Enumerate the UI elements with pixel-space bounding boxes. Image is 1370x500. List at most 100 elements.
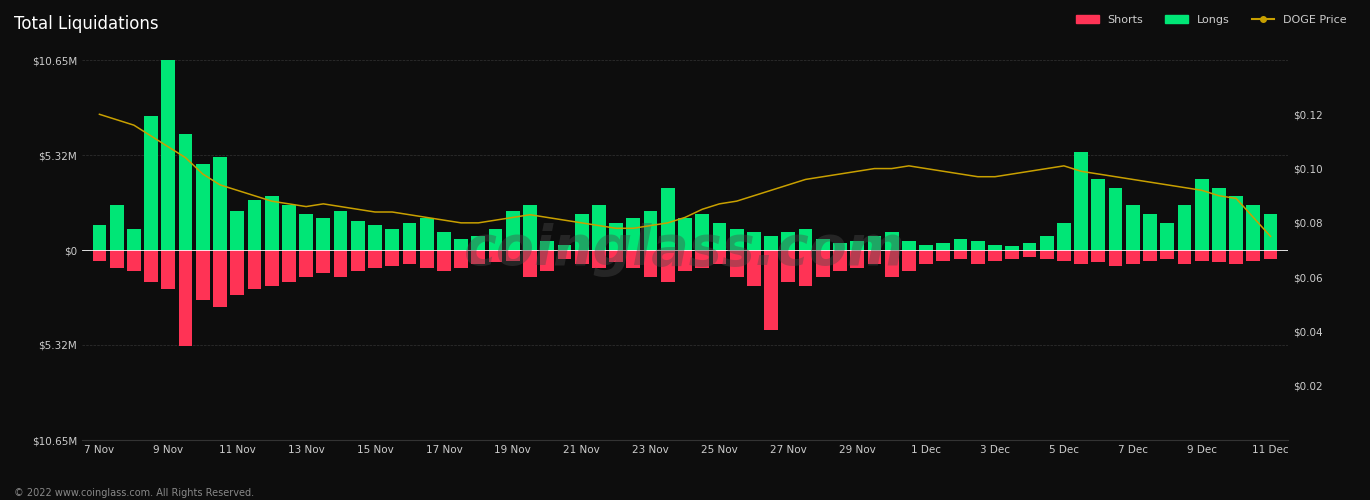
- Bar: [730, 228, 744, 250]
- Bar: [817, 250, 830, 277]
- Bar: [144, 250, 158, 282]
- Bar: [316, 250, 330, 273]
- Bar: [264, 196, 278, 250]
- Bar: [781, 250, 795, 282]
- Bar: [214, 157, 227, 250]
- Bar: [592, 250, 606, 268]
- Bar: [644, 250, 658, 277]
- Bar: [644, 211, 658, 250]
- Bar: [851, 241, 864, 250]
- Bar: [919, 244, 933, 250]
- Bar: [93, 225, 107, 250]
- Bar: [901, 241, 915, 250]
- Bar: [419, 218, 433, 250]
- Bar: [1108, 250, 1122, 266]
- Legend: Shorts, Longs, DOGE Price: Shorts, Longs, DOGE Price: [1071, 10, 1351, 29]
- Bar: [851, 250, 864, 268]
- Bar: [248, 250, 262, 289]
- Bar: [660, 250, 674, 282]
- Bar: [1058, 223, 1071, 250]
- Bar: [162, 60, 175, 250]
- Bar: [1178, 250, 1192, 264]
- Bar: [489, 250, 503, 262]
- Bar: [678, 250, 692, 272]
- Bar: [1212, 188, 1226, 250]
- Bar: [419, 250, 433, 268]
- Bar: [678, 218, 692, 250]
- Bar: [196, 164, 210, 250]
- Bar: [764, 236, 778, 250]
- Bar: [471, 250, 485, 264]
- Bar: [230, 250, 244, 294]
- Bar: [937, 243, 951, 250]
- Bar: [1092, 178, 1106, 250]
- Bar: [437, 250, 451, 272]
- Bar: [1006, 246, 1019, 250]
- Bar: [747, 232, 760, 250]
- Bar: [817, 240, 830, 250]
- Bar: [558, 244, 571, 250]
- Bar: [471, 236, 485, 250]
- Bar: [316, 218, 330, 250]
- Bar: [867, 250, 881, 264]
- Bar: [1143, 250, 1156, 260]
- Bar: [540, 241, 553, 250]
- Bar: [1058, 250, 1071, 260]
- Bar: [954, 240, 967, 250]
- Bar: [1229, 250, 1243, 264]
- Bar: [833, 250, 847, 272]
- Bar: [369, 250, 382, 268]
- Bar: [575, 214, 589, 250]
- Bar: [1247, 250, 1260, 260]
- Bar: [230, 211, 244, 250]
- Bar: [351, 222, 364, 250]
- Text: coinglass.com: coinglass.com: [464, 223, 906, 277]
- Bar: [937, 250, 951, 260]
- Bar: [1126, 206, 1140, 250]
- Bar: [1022, 250, 1036, 257]
- Bar: [334, 211, 348, 250]
- Bar: [162, 250, 175, 289]
- Bar: [592, 206, 606, 250]
- Bar: [506, 211, 519, 250]
- Bar: [1247, 206, 1260, 250]
- Bar: [214, 250, 227, 307]
- Bar: [988, 244, 1001, 250]
- Bar: [1160, 223, 1174, 250]
- Text: © 2022 www.coinglass.com. All Rights Reserved.: © 2022 www.coinglass.com. All Rights Res…: [14, 488, 253, 498]
- Bar: [1126, 250, 1140, 264]
- Bar: [385, 228, 399, 250]
- Bar: [919, 250, 933, 264]
- Bar: [1195, 250, 1208, 260]
- Bar: [437, 232, 451, 250]
- Text: Total Liquidations: Total Liquidations: [14, 15, 159, 33]
- Bar: [610, 250, 623, 262]
- Bar: [712, 250, 726, 264]
- Bar: [1195, 178, 1208, 250]
- Bar: [1212, 250, 1226, 262]
- Bar: [178, 134, 192, 250]
- Bar: [455, 250, 469, 268]
- Bar: [1040, 236, 1054, 250]
- Bar: [93, 250, 107, 260]
- Bar: [540, 250, 553, 272]
- Bar: [885, 250, 899, 277]
- Bar: [626, 218, 640, 250]
- Bar: [489, 228, 503, 250]
- Bar: [696, 250, 710, 268]
- Bar: [455, 240, 469, 250]
- Bar: [1006, 250, 1019, 259]
- Bar: [833, 243, 847, 250]
- Bar: [1229, 196, 1243, 250]
- Bar: [1143, 214, 1156, 250]
- Bar: [988, 250, 1001, 260]
- Bar: [264, 250, 278, 286]
- Bar: [1263, 214, 1277, 250]
- Bar: [954, 250, 967, 259]
- Bar: [867, 236, 881, 250]
- Bar: [626, 250, 640, 268]
- Bar: [1040, 250, 1054, 259]
- Bar: [712, 223, 726, 250]
- Bar: [299, 214, 312, 250]
- Bar: [610, 223, 623, 250]
